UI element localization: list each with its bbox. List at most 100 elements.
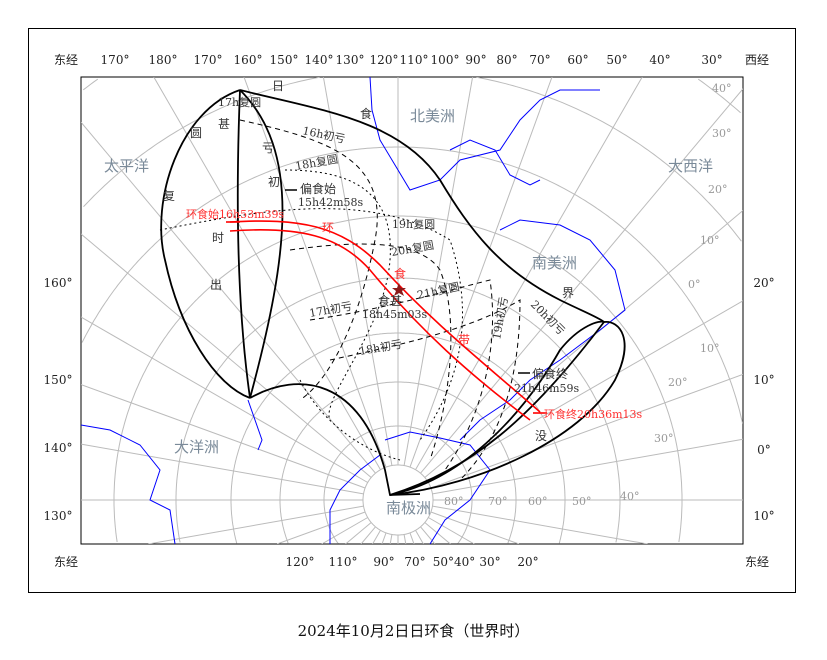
meridian-line (81, 384, 366, 489)
curve-label: 食 (360, 106, 372, 121)
meridian-line (81, 316, 368, 483)
contour-label: 16h初亏 (301, 123, 346, 146)
meridian-line (389, 534, 393, 544)
lon-label: 70° (529, 53, 550, 67)
meridian-line (81, 233, 372, 478)
meridian-line (403, 77, 474, 466)
meridian-line (148, 505, 364, 544)
coast-island (247, 399, 263, 451)
meridian-line (430, 373, 743, 489)
curve-label: 界 (562, 286, 574, 300)
lon-label: 160° (234, 53, 263, 67)
lon-label: 50°40° (433, 555, 476, 569)
lat-label: 70° (488, 495, 508, 508)
lon-label: 110° (329, 555, 358, 569)
lon-label: 150° (270, 53, 299, 67)
lat-label: 30° (654, 432, 674, 445)
meridian-line (81, 443, 364, 495)
lon-label: 东经 (54, 53, 78, 67)
lat-label: 160° (44, 276, 73, 290)
curve-label: 环 (322, 221, 334, 235)
meridian-line (430, 511, 520, 544)
lat-label: 10° (700, 234, 720, 247)
lon-label: 20° (517, 555, 538, 569)
meridian-line (322, 77, 393, 466)
northern-limit (239, 89, 605, 323)
partial-start-time: 15h42m58s (298, 196, 364, 209)
meridian-line (420, 526, 436, 544)
lat-label: 130° (44, 509, 73, 523)
lat-label: 20° (753, 276, 774, 290)
lon-label: 120° (370, 53, 399, 67)
lat-label: 80° (444, 495, 464, 508)
meridian-line (360, 526, 376, 544)
set-curve-c (389, 321, 626, 496)
figure-title: 2024年10月2日日环食（世界时） (297, 622, 530, 640)
label-antarctica: 南极洲 (386, 499, 431, 517)
rise-set-inner-curve (239, 89, 284, 399)
annular-north-limit (229, 220, 541, 413)
meridian-line (403, 534, 407, 544)
meridian-line (409, 532, 415, 544)
lat-label: 10° (700, 342, 720, 355)
label-oceania: 大洋洲 (174, 438, 219, 456)
lon-label: 30° (479, 555, 500, 569)
lon-label: 170° (101, 53, 130, 67)
lat-label: 20° (668, 376, 688, 389)
curve-label: 复 (163, 189, 175, 203)
bottom-longitude-labels: 东经 120° 110° 90° 70° 50°40° 30° 20° 东经 (54, 555, 769, 569)
curve-labels: 日 食 界 环 食 带 复 圆 甚 时 出 初 亏 没 (163, 79, 574, 443)
curve-label: 没 (535, 428, 547, 443)
lon-label: 90° (373, 555, 394, 569)
lat-label: 20° (708, 183, 728, 196)
meridian-line (409, 77, 553, 468)
lat-label: 140° (44, 441, 73, 455)
parallel-line (83, 78, 741, 114)
annular-start-label: 环食始16h53m39s (186, 207, 285, 221)
contour-label: 20h初亏 (528, 297, 568, 337)
lon-label: 70° (404, 555, 425, 569)
rise-set-outer-curve (160, 89, 251, 399)
lon-label: 东经 (745, 555, 769, 569)
meridian-line (372, 530, 381, 544)
top-longitude-labels: 东经 170° 180° 170° 160° 150° 140° 130° 12… (54, 53, 769, 67)
map-border (80, 76, 744, 545)
label-pacific: 太平洋 (104, 157, 149, 175)
label-south-america: 南美洲 (532, 254, 577, 272)
meridian-line (428, 517, 475, 544)
lon-label: 140° (305, 53, 334, 67)
contour-label: 19h初亏 (489, 296, 510, 341)
lon-label: 130° (336, 53, 365, 67)
event-labels: 偏食始 15h42m58s 环食始16h53m39s 食甚 18h45m03s … (186, 181, 643, 421)
southern-limit (249, 383, 421, 496)
curve-label: 初 (268, 175, 280, 189)
lon-label: 80° (496, 53, 517, 67)
meridian-line (81, 121, 376, 474)
greatest-eclipse-star-icon (392, 283, 406, 296)
curve-label: 甚 (218, 117, 230, 131)
coast-oceania (81, 424, 176, 544)
lon-label: 180° (149, 53, 178, 67)
annular-south-limit (229, 228, 531, 421)
meridian-line (243, 77, 387, 468)
lat-label: 0° (757, 443, 771, 457)
annular-end-label: 环食终20h36m13s (544, 407, 643, 421)
curve-label: 亏 (262, 141, 274, 155)
lat-label: 10° (753, 373, 774, 387)
latitude-labels: 160° 150° 140° 130° 20° 10° 0° 10° (44, 276, 775, 523)
eclipse-boundaries (160, 89, 626, 496)
label-north-america: 北美洲 (410, 107, 455, 125)
lon-label: 西经 (745, 53, 769, 67)
set-curve-b (389, 321, 605, 496)
curve-label: 带 (458, 333, 470, 347)
meridian-line (321, 517, 368, 544)
lon-label: 170° (194, 53, 223, 67)
curve-label: 圆 (190, 126, 202, 140)
lat-label: 150° (44, 373, 73, 387)
meridian-line (415, 530, 424, 544)
lat-label: 30° (712, 127, 732, 140)
meridian-line (345, 522, 372, 544)
curve-label: 时 (212, 231, 224, 245)
map-frame (28, 28, 796, 593)
meridian-line (420, 88, 743, 474)
